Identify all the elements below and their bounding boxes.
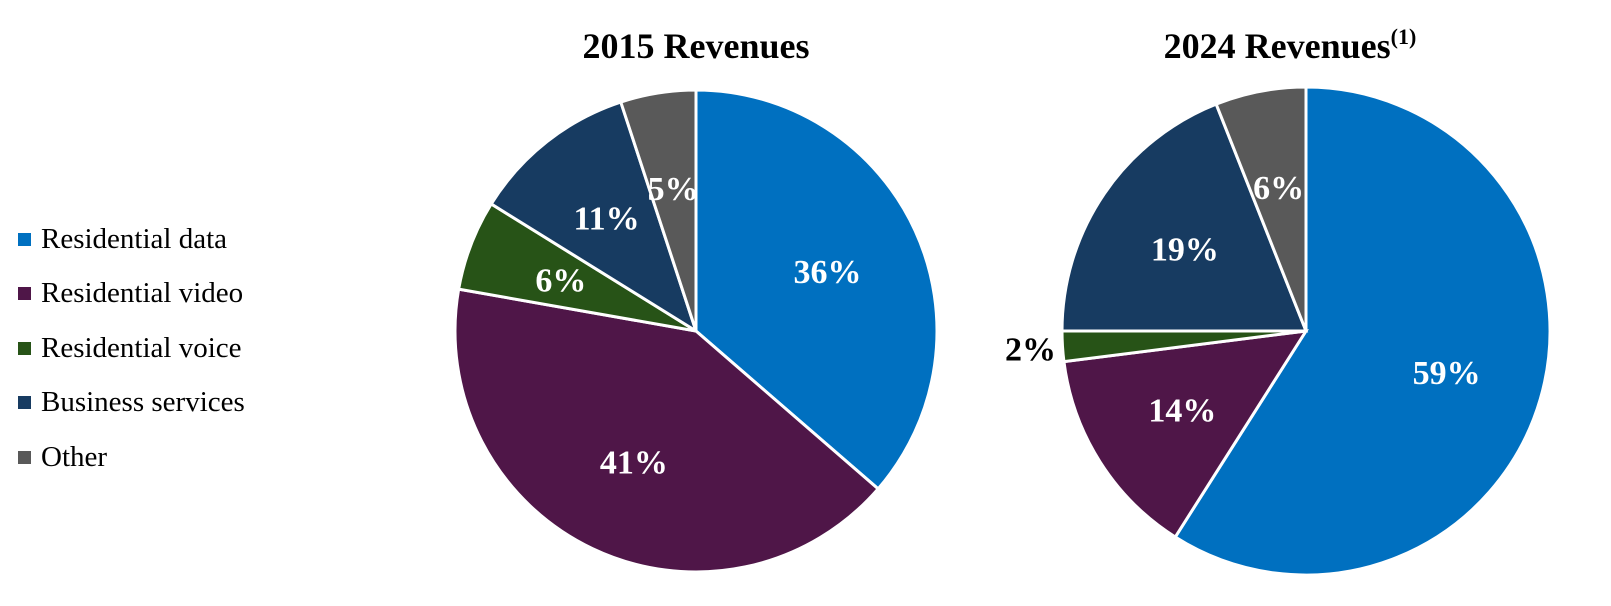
pie-slice-residential-video bbox=[1062, 329, 1309, 540]
data-label: 11% bbox=[574, 200, 640, 237]
chart-title: 2024 Revenues(1) bbox=[1164, 24, 1417, 66]
pie-slice-residential-video bbox=[453, 287, 881, 574]
legend-label: Residential video bbox=[41, 277, 244, 310]
pie-0: 2015 Revenues 36% 41% 6% 11%5% bbox=[453, 26, 939, 574]
pie-slice-business-services bbox=[489, 100, 699, 335]
legend-label: Business services bbox=[41, 386, 245, 419]
data-label: 5% bbox=[648, 171, 699, 208]
data-label: 59% bbox=[1413, 355, 1481, 392]
legend-swatch bbox=[18, 232, 31, 246]
data-label: 6% bbox=[1253, 170, 1304, 207]
pie-slice-business-services bbox=[1060, 102, 1309, 333]
legend-label: Other bbox=[41, 440, 108, 473]
data-label: 2% bbox=[1005, 331, 1056, 368]
data-label: 41% bbox=[600, 445, 668, 482]
data-label: 19% bbox=[1151, 232, 1219, 269]
data-label: 6% bbox=[535, 262, 586, 299]
legend-item-residential-video: Residential video bbox=[18, 267, 245, 322]
legend-item-other: Other bbox=[18, 430, 245, 485]
legend-item-residential-data: Residential data bbox=[18, 212, 245, 267]
legend-item-residential-voice: Residential voice bbox=[18, 321, 245, 376]
chart-title: 2015 Revenues bbox=[583, 26, 810, 66]
legend-swatch bbox=[18, 341, 31, 355]
pie-1: 2024 Revenues(1) 59% 14% 2% 19% 6% bbox=[1005, 24, 1552, 577]
legend-swatch bbox=[18, 287, 31, 301]
pie-slice-residential-data bbox=[1173, 85, 1552, 577]
legend-swatch bbox=[18, 450, 31, 464]
legend-label: Residential data bbox=[41, 222, 228, 255]
pie-slice-other bbox=[618, 88, 698, 332]
legend: Residential data Residential video Resid… bbox=[18, 212, 245, 485]
legend-swatch bbox=[18, 396, 31, 410]
pie-slice-residential-data bbox=[694, 88, 939, 491]
legend-item-business-services: Business services bbox=[18, 376, 245, 431]
data-label: 14% bbox=[1148, 392, 1216, 429]
data-label: 36% bbox=[794, 254, 862, 291]
pie-slice-other bbox=[1214, 85, 1308, 332]
legend-label: Residential voice bbox=[41, 331, 242, 364]
